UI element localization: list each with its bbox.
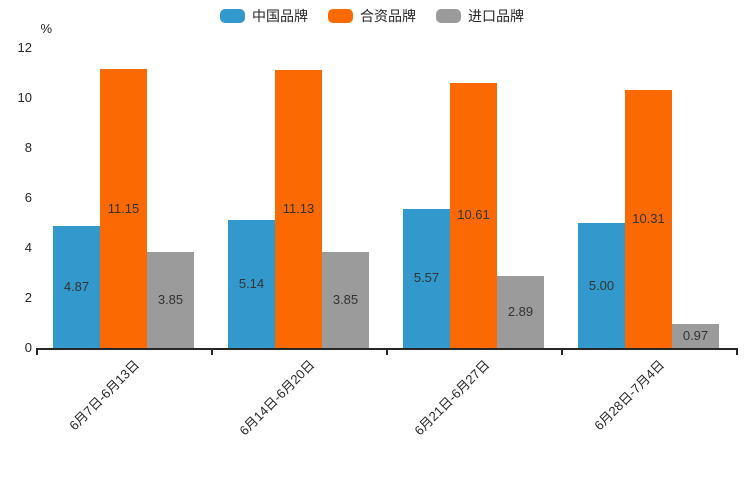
bar-进口品牌 — [497, 275, 544, 348]
x-tick-mark — [211, 349, 213, 355]
legend-swatch-icon — [220, 9, 245, 23]
y-tick-label: 6 — [24, 190, 32, 205]
bar-value-label: 0.97 — [682, 327, 709, 343]
x-category-label: 6月14日-6月20日 — [236, 357, 318, 439]
x-category-label: 6月28日-7月4日 — [591, 357, 668, 434]
legend-swatch-icon — [436, 9, 461, 23]
bar-合资品牌 — [450, 82, 497, 348]
x-category-label: 6月7日-6月13日 — [66, 357, 143, 434]
x-tick-mark — [36, 349, 38, 355]
legend-label: 合资品牌 — [360, 8, 416, 24]
y-tick-label: 12 — [17, 40, 32, 55]
bar-合资品牌 — [625, 90, 672, 348]
bar-value-label: 5.00 — [588, 277, 615, 293]
bar-value-label: 4.87 — [63, 279, 90, 295]
y-tick-label: 0 — [24, 340, 32, 355]
bar-value-label: 3.85 — [332, 291, 359, 307]
bar-进口品牌 — [147, 251, 194, 348]
y-tick-label: 2 — [24, 290, 32, 305]
legend-item[interactable]: 中国品牌 — [220, 6, 308, 26]
bar-中国品牌 — [578, 223, 625, 348]
bar-value-label: 11.15 — [107, 200, 140, 216]
bar-value-label: 5.14 — [238, 275, 265, 291]
legend-label: 进口品牌 — [468, 8, 524, 24]
x-tick-mark — [561, 349, 563, 355]
bar-进口品牌 — [322, 251, 369, 348]
x-tick-mark — [736, 349, 738, 355]
bar-value-label: 10.61 — [457, 207, 490, 223]
y-tick-label: 8 — [24, 140, 32, 155]
bar-中国品牌 — [403, 208, 450, 348]
bar-合资品牌 — [275, 69, 322, 348]
legend-item[interactable]: 合资品牌 — [328, 6, 416, 26]
bar-value-label: 5.57 — [413, 270, 440, 286]
bar-中国品牌 — [53, 226, 100, 348]
bar-value-label: 10.31 — [632, 211, 665, 227]
bar-value-label: 3.85 — [157, 291, 184, 307]
y-tick-label: 4 — [24, 240, 32, 255]
bar-合资品牌 — [100, 69, 147, 348]
x-axis-line — [36, 348, 738, 350]
bar-进口品牌 — [672, 323, 719, 348]
legend: 中国品牌 合资品牌 进口品牌 — [0, 6, 744, 26]
bar-value-label: 2.89 — [507, 303, 534, 319]
bar-中国品牌 — [228, 219, 275, 348]
x-tick-mark — [386, 349, 388, 355]
x-category-label: 6月21日-6月27日 — [411, 357, 493, 439]
legend-swatch-icon — [328, 9, 353, 23]
legend-label: 中国品牌 — [252, 8, 308, 24]
legend-item[interactable]: 进口品牌 — [436, 6, 524, 26]
y-tick-label: 10 — [17, 90, 32, 105]
y-axis-unit-label: % — [40, 21, 52, 36]
bar-value-label: 11.13 — [282, 200, 315, 216]
